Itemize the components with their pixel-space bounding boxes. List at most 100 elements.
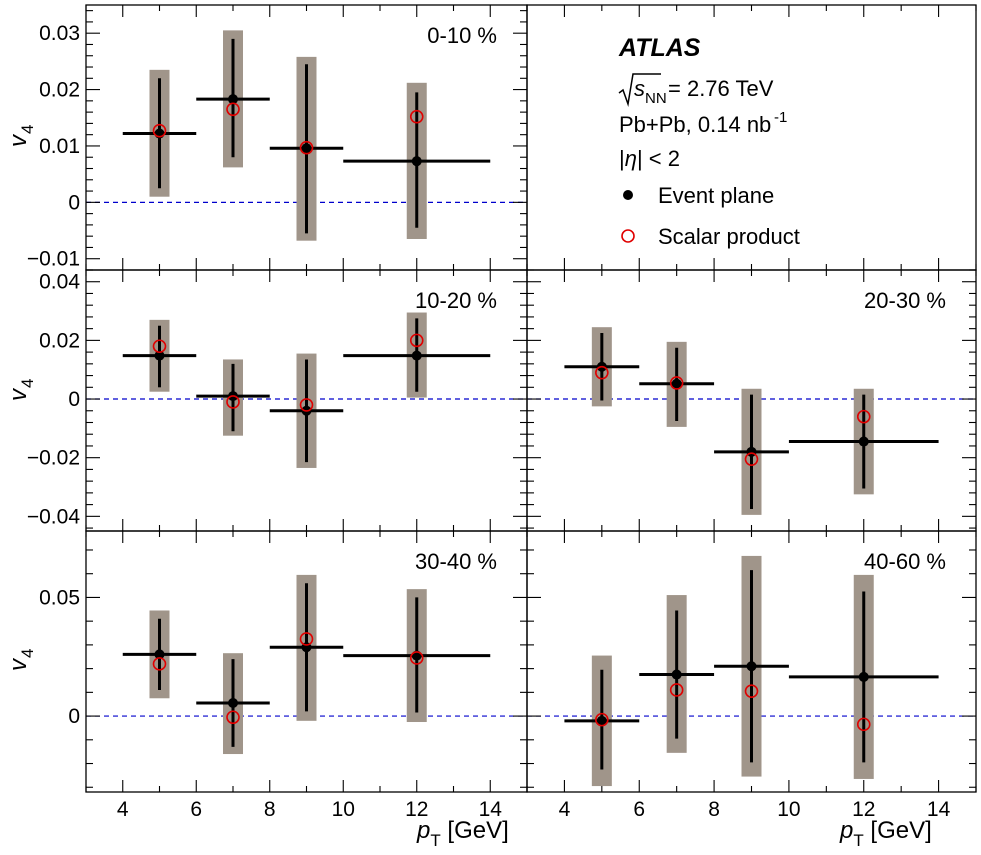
x-axis-title-main: p	[416, 817, 430, 844]
legend-marker-event-plane	[623, 190, 633, 200]
y-axis-title-middle: v 4	[5, 379, 37, 401]
x-tick-label: 8	[708, 798, 720, 821]
legend-eta-pre: |	[619, 146, 625, 171]
scalar-product-point	[409, 109, 424, 124]
scalar-product-point	[856, 409, 871, 424]
y-tick-label: −0.02	[27, 447, 80, 470]
y-tick-label: 0	[68, 705, 80, 728]
x-tick-label: 4	[559, 798, 571, 821]
panels-layer: −0.01 0 0.01 0.02 0.03 0-10 % −0.04 −0.02 0 0.02 0…	[27, 10, 976, 788]
event-plane-point	[746, 446, 757, 457]
legend-entry-scalar-product: Scalar product	[621, 224, 800, 249]
legend-eta-symbol: η	[625, 146, 637, 171]
y-tick-label: 0.05	[39, 586, 80, 609]
y-tick-label: 0.04	[39, 271, 80, 294]
scalar-product-point	[152, 123, 167, 138]
legend-energy-value: = 2.76 TeV	[668, 76, 774, 101]
scalar-product-point	[299, 632, 314, 646]
x-axis-title-left: pT [GeV]	[416, 817, 509, 850]
y-axis-title-top: v 4	[5, 125, 37, 147]
legend: ATLAS s NN = 2.76 TeV Pb+Pb, 0.14 nb -1 …	[618, 34, 800, 249]
legend-label-event-plane: Event plane	[658, 183, 774, 208]
y-axis-title-sub: 4	[18, 125, 37, 134]
scalar-product-point	[595, 712, 609, 727]
panel-40-60: 40-60 %	[527, 549, 976, 788]
x-axis-title-text: pT [GeV]	[839, 817, 932, 850]
event-plane-point	[411, 350, 422, 361]
legend-eta-text: |η| < 2	[619, 146, 680, 171]
centrality-label: 30-40 %	[415, 549, 497, 574]
scalar-product-point	[152, 339, 167, 354]
event-plane-point	[858, 671, 869, 682]
centrality-label: 0-10 %	[427, 23, 497, 48]
x-tick-label: 12	[852, 798, 875, 821]
event-plane-point	[154, 649, 165, 660]
scalar-product-point	[856, 717, 871, 732]
legend-eta-post: | < 2	[637, 146, 680, 171]
scalar-product-point	[299, 398, 314, 412]
scalar-product-point	[409, 333, 424, 348]
event-plane-point	[154, 350, 165, 361]
x-tick-label: 10	[777, 798, 800, 821]
y-axis-title-main: v	[5, 657, 32, 671]
x-tick-label: 12	[405, 798, 428, 821]
event-plane-point	[228, 698, 238, 709]
y-tick-label: 0.02	[39, 79, 80, 102]
y-axis-title-bottom: v 4	[5, 649, 37, 671]
y-tick-label: 0.02	[39, 329, 80, 352]
scalar-product-point	[744, 684, 759, 698]
event-plane-point	[671, 669, 682, 680]
y-tick-label: 0.03	[39, 22, 80, 45]
legend-system-sup: -1	[774, 109, 787, 126]
event-plane-point	[746, 661, 757, 672]
scalar-product-point	[669, 683, 684, 697]
legend-label-scalar-product: Scalar product	[658, 224, 800, 249]
x-tick-label: 8	[264, 798, 276, 821]
legend-marker-scalar-product	[621, 229, 635, 243]
legend-entry-event-plane: Event plane	[623, 183, 774, 208]
scalar-product-point	[669, 376, 684, 390]
x-tick-label: 4	[117, 798, 129, 821]
y-axis-title-sub: 4	[18, 649, 37, 658]
scalar-product-point	[226, 395, 240, 409]
y-tick-label: 0	[68, 191, 80, 214]
scalar-product-point	[226, 102, 240, 117]
panel-10-20: −0.04 −0.02 0 0.02 0.04 10-20 %	[27, 269, 527, 529]
y-tick-label: 0.01	[39, 135, 80, 158]
event-plane-point	[596, 715, 607, 726]
x-axis-title-main: p	[839, 817, 853, 844]
legend-eta: |η| < 2	[619, 146, 680, 171]
scalar-product-point	[299, 140, 314, 155]
scalar-product-point	[152, 657, 167, 671]
centrality-label: 20-30 %	[864, 288, 946, 313]
event-plane-point	[228, 94, 238, 105]
x-tick-label: 14	[927, 798, 951, 821]
x-tick-label: 14	[479, 798, 503, 821]
y-axis-title-sub: 4	[18, 379, 37, 388]
panel-20-30: 20-30 %	[527, 269, 976, 529]
event-plane-point	[411, 156, 422, 167]
x-axis-title-unit: [GeV]	[864, 817, 932, 844]
x-axis-title-sub: T	[853, 831, 863, 850]
legend-system: Pb+Pb, 0.14 nb -1	[619, 109, 787, 137]
event-plane-point	[858, 436, 869, 447]
centrality-label: 10-20 %	[415, 288, 497, 313]
x-tick-label: 10	[332, 798, 355, 821]
scalar-product-point	[744, 452, 759, 466]
frame-layer: 4 6 8 10 12 14 4 6 8 10 12 14	[85, 4, 977, 821]
scalar-product-point	[226, 710, 240, 725]
legend-energy-sub: NN	[645, 90, 667, 107]
scalar-product-point	[409, 651, 424, 665]
legend-system-text: Pb+Pb, 0.14 nb	[619, 112, 771, 137]
scalar-product-point	[595, 365, 609, 380]
sqrt-symbol	[618, 73, 661, 107]
legend-energy: s NN = 2.76 TeV	[618, 73, 774, 107]
x-axis-title-right: pT [GeV]	[839, 817, 932, 850]
panel-30-40: 0 0.05 30-40 %	[39, 549, 527, 788]
x-tick-label: 6	[190, 798, 202, 821]
y-tick-label: −0.04	[27, 505, 80, 528]
legend-energy-s: s	[634, 76, 645, 101]
x-axis-title-unit: [GeV]	[441, 817, 509, 844]
panel-0-10: −0.01 0 0.01 0.02 0.03 0-10 %	[27, 10, 527, 271]
